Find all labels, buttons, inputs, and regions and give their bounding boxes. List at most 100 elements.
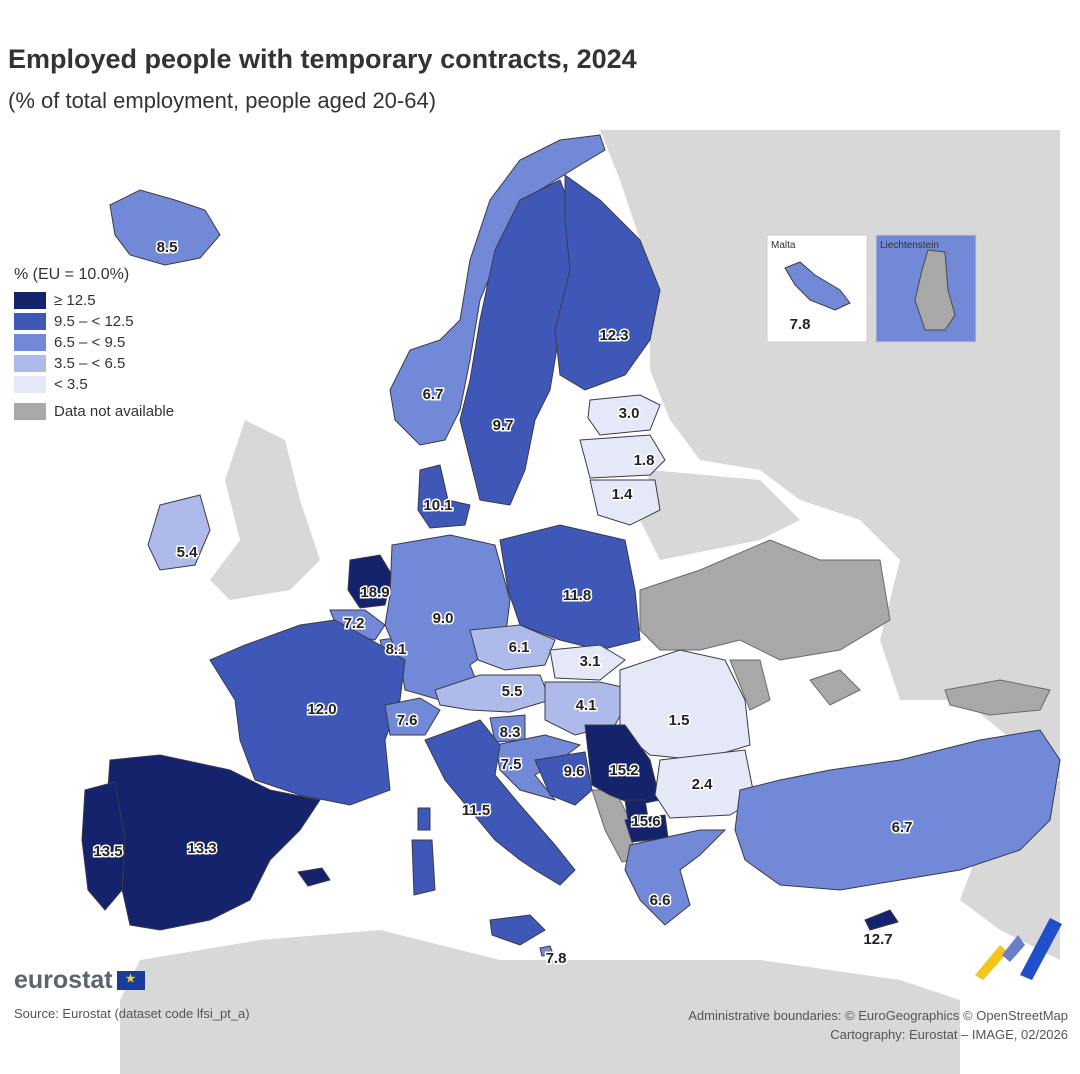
switzerland-shape xyxy=(384,697,441,736)
uk-land xyxy=(210,420,320,600)
legend-item-not-available: Data not available xyxy=(14,401,174,422)
inset-malta: Malta 7.8 xyxy=(766,234,868,343)
eurostat-logo: eurostat xyxy=(14,966,145,995)
inset-malta-title: Malta xyxy=(771,240,796,251)
value-label-poland: 11.8 xyxy=(563,587,591,604)
value-label-slovakia: 3.1 xyxy=(580,653,601,670)
legend-swatch xyxy=(14,355,46,372)
value-label-serbia: 15.2 xyxy=(609,762,638,779)
legend-swatch xyxy=(14,292,46,309)
value-label-north-macedonia: 15.6 xyxy=(631,813,660,830)
finland-shape xyxy=(554,174,661,391)
balearic-shape xyxy=(297,867,331,887)
value-label-hungary: 4.1 xyxy=(576,697,597,714)
na-countries xyxy=(591,539,1051,863)
legend-swatch xyxy=(14,334,46,351)
value-label-sweden: 9.7 xyxy=(493,417,514,434)
malta-inset-island xyxy=(784,261,851,311)
liechtenstein-na-shape xyxy=(914,249,956,331)
value-label-switzerland: 7.6 xyxy=(397,712,418,729)
romania-shape xyxy=(619,649,751,761)
denmark-shape xyxy=(417,464,471,529)
sicily-shape xyxy=(489,914,546,946)
belarus-ukraine-background xyxy=(640,470,800,560)
italy-shape xyxy=(424,719,576,886)
legend-swatch xyxy=(14,376,46,393)
turkey-shape xyxy=(734,729,1061,891)
value-label-netherlands: 18.9 xyxy=(360,584,389,601)
legend-swatch xyxy=(14,313,46,330)
value-label-slovenia: 8.3 xyxy=(500,724,521,741)
source-note: Source: Eurostat (dataset code lfsi_pt_a… xyxy=(14,1006,250,1021)
value-label-portugal: 13.5 xyxy=(93,843,122,860)
netherlands-shape xyxy=(347,554,393,609)
eu-flag-icon xyxy=(116,971,145,990)
value-label-france: 12.0 xyxy=(307,701,336,718)
legend-item-label: ≥ 12.5 xyxy=(54,292,96,309)
bosnia-shape xyxy=(534,751,593,806)
legend-item-label: < 3.5 xyxy=(54,376,88,393)
value-label-lithuania: 1.4 xyxy=(612,486,634,503)
serbia-shape xyxy=(584,724,661,806)
value-label-latvia: 1.8 xyxy=(634,452,655,469)
value-label-spain: 13.3 xyxy=(187,840,216,857)
iceland-shape xyxy=(109,189,221,266)
estonia-shape xyxy=(587,394,661,436)
slovakia-shape xyxy=(549,644,626,681)
france-shape xyxy=(209,619,406,806)
legend-item: 3.5 – < 6.5 xyxy=(14,353,174,374)
brand-name: eurostat xyxy=(14,966,113,994)
ukraine-shape xyxy=(639,539,891,661)
value-label-greece: 6.6 xyxy=(650,892,671,909)
croatia-shape xyxy=(494,734,582,801)
value-label-croatia: 7.5 xyxy=(501,756,522,773)
austria-shape xyxy=(434,674,551,713)
cyprus-shape xyxy=(864,909,899,931)
countries xyxy=(81,134,1061,957)
inset-liechtenstein-title: Liechtenstein xyxy=(880,240,939,251)
legend-item: 6.5 – < 9.5 xyxy=(14,332,174,353)
legend-item-label: 3.5 – < 6.5 xyxy=(54,355,126,372)
value-label-denmark: 10.1 xyxy=(423,497,452,514)
legend-swatch xyxy=(14,403,46,420)
value-label-belgium: 7.2 xyxy=(344,615,365,632)
credits: Administrative boundaries: © EuroGeograp… xyxy=(688,1006,1068,1044)
latvia-shape xyxy=(579,434,666,479)
credit-boundaries: Administrative boundaries: © EuroGeograp… xyxy=(688,1008,1068,1023)
value-label-cyprus: 12.7 xyxy=(863,931,892,948)
malta-main-shape xyxy=(539,945,554,957)
value-label-malta-main: 7.8 xyxy=(546,950,567,967)
value-label-austria: 5.5 xyxy=(502,683,523,700)
value-label-germany: 9.0 xyxy=(433,610,454,627)
legend-item-label: 6.5 – < 9.5 xyxy=(54,334,126,351)
legend-item-label: Data not available xyxy=(54,403,175,420)
brand-corner-graphic xyxy=(975,918,1062,980)
inset-liechtenstein: Liechtenstein xyxy=(875,234,977,343)
lithuania-shape xyxy=(589,479,661,526)
moldova-shape xyxy=(729,659,771,711)
value-label-norway: 6.7 xyxy=(423,386,444,403)
poland-shape xyxy=(499,524,641,651)
portugal-shape xyxy=(81,781,126,911)
legend-item: < 3.5 xyxy=(14,374,174,395)
map-title: Employed people with temporary contracts… xyxy=(8,44,637,74)
legend-item: 9.5 – < 12.5 xyxy=(14,311,174,332)
legend-item-label: 9.5 – < 12.5 xyxy=(54,313,134,330)
corsica-shape xyxy=(417,807,431,831)
value-label-iceland: 8.5 xyxy=(157,239,178,256)
value-label-finland: 12.3 xyxy=(599,327,628,344)
value-label-czechia: 6.1 xyxy=(509,639,530,656)
value-label-turkey: 6.7 xyxy=(892,819,913,836)
map-subtitle: (% of total employment, people aged 20-6… xyxy=(8,88,437,113)
legend-item: ≥ 12.5 xyxy=(14,290,174,311)
value-label-ireland: 5.4 xyxy=(177,544,199,561)
credit-cartography: Cartography: Eurostat – IMAGE, 02/2026 xyxy=(830,1027,1068,1042)
value-labels: 8.5 6.7 9.7 12.3 3.0 1.8 1.4 10.1 5.4 18… xyxy=(92,237,914,968)
georgia-shape xyxy=(944,679,1051,716)
value-label-malta: 7.8 xyxy=(790,316,811,333)
sardinia-shape xyxy=(411,839,436,896)
legend-title: % (EU = 10.0%) xyxy=(14,266,130,283)
bulgaria-shape xyxy=(654,749,756,819)
value-label-bulgaria: 2.4 xyxy=(692,776,714,793)
greece-shape xyxy=(624,829,727,926)
